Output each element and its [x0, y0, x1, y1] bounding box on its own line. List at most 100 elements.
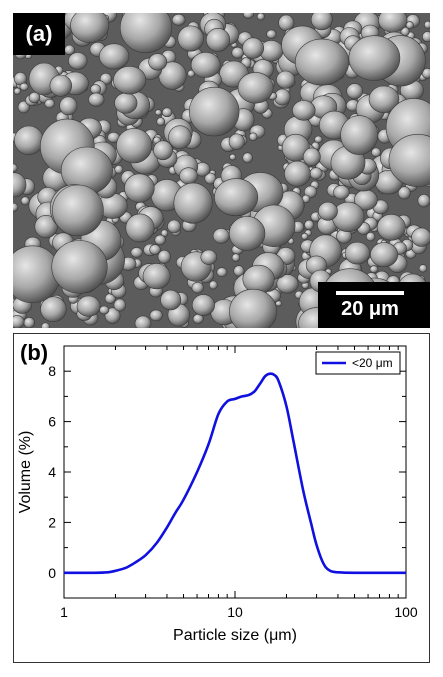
powder-particle — [276, 70, 296, 89]
powder-particle — [168, 125, 192, 149]
powder-particle — [19, 82, 29, 91]
powder-particle — [177, 25, 204, 52]
powder-particle — [179, 167, 198, 185]
powder-particle — [418, 264, 428, 273]
powder-particle — [332, 201, 365, 232]
powder-particle — [13, 202, 19, 212]
powder-particle — [114, 92, 138, 114]
powder-particle — [161, 107, 173, 118]
powder-particle — [173, 182, 213, 224]
powder-particle — [90, 84, 102, 95]
powder-particle — [216, 267, 228, 278]
powder-particle — [23, 317, 35, 328]
powder-particle — [149, 309, 163, 322]
size-distribution-panel: 1 10 100 0 2 4 6 8 Particle size (μm) Volume (%… — [13, 333, 430, 663]
powder-particle — [191, 281, 204, 294]
y-tick-label: 0 — [48, 565, 56, 581]
scale-bar-line — [336, 291, 404, 295]
powder-particle — [13, 163, 18, 173]
powder-particle — [76, 295, 101, 317]
powder-particle — [148, 53, 168, 71]
powder-particle — [17, 100, 30, 114]
sem-micrograph-panel: (a) 20 μm — [13, 13, 430, 328]
powder-particle — [301, 232, 309, 240]
powder-particles — [13, 13, 430, 328]
powder-particle — [200, 249, 218, 265]
powder-particle — [310, 13, 333, 31]
powder-particle — [212, 228, 230, 244]
legend-box — [315, 351, 401, 375]
powder-particle — [134, 315, 152, 328]
powder-particle — [149, 244, 161, 255]
powder-particle — [275, 300, 282, 307]
powder-particle — [231, 253, 241, 262]
powder-particle — [124, 173, 155, 203]
powder-particle — [397, 186, 411, 200]
powder-particle — [304, 219, 315, 230]
x-axis-label: Particle size (μm) — [173, 627, 297, 644]
powder-particle — [13, 315, 25, 328]
powder-particle — [167, 219, 181, 234]
powder-particle — [116, 128, 153, 164]
powder-particle — [376, 214, 406, 241]
powder-particle — [348, 35, 401, 81]
powder-particle — [49, 74, 73, 97]
powder-particle — [59, 96, 78, 116]
powder-particle — [154, 109, 162, 116]
powder-particle — [229, 288, 277, 328]
powder-particle — [51, 240, 108, 294]
powder-particle — [153, 140, 173, 161]
powder-particle — [231, 46, 244, 59]
powder-particle — [370, 242, 399, 268]
powder-particle — [276, 274, 299, 294]
powder-particle — [309, 167, 323, 180]
size-distribution-chart: 1 10 100 0 2 4 6 8 Particle size (μm) Volume (%… — [17, 345, 418, 644]
powder-particle — [68, 52, 88, 70]
y-tick-label: 6 — [48, 414, 56, 430]
powder-particle — [302, 147, 321, 167]
powder-particle — [113, 65, 147, 95]
plot-frame — [63, 345, 407, 599]
powder-particle — [113, 298, 127, 312]
powder-particle — [368, 85, 400, 114]
powder-particle — [28, 91, 41, 104]
y-tick-label: 8 — [48, 363, 56, 379]
powder-particle — [369, 265, 379, 274]
powder-particle — [292, 100, 316, 121]
powder-particle — [119, 13, 173, 54]
powder-particle — [52, 184, 104, 237]
powder-particle — [228, 216, 266, 251]
powder-particle — [340, 115, 379, 155]
powder-particle — [317, 201, 338, 221]
powder-particle — [190, 52, 221, 78]
powder-particle — [88, 92, 105, 107]
y-tick-label: 4 — [48, 464, 56, 480]
powder-particle — [34, 215, 58, 239]
y-axis-label: Volume (%) — [17, 431, 34, 514]
axis-ticks: 1 10 100 0 2 4 6 8 — [48, 345, 418, 620]
powder-particle — [237, 72, 274, 104]
powder-particle — [371, 147, 382, 158]
powder-particle — [98, 43, 130, 70]
powder-particle — [405, 21, 414, 30]
powder-particle — [242, 152, 253, 164]
powder-particle — [417, 194, 430, 208]
powder-particle — [242, 13, 254, 19]
powder-particle — [20, 196, 30, 206]
powder-particle — [154, 234, 166, 246]
powder-particle — [160, 289, 182, 311]
powder-particle — [189, 86, 240, 137]
powder-particle — [346, 83, 364, 100]
powder-particle — [114, 164, 124, 174]
powder-particle — [44, 98, 56, 109]
powder-particle — [13, 87, 22, 95]
powder-particle — [208, 280, 218, 290]
powder-particle — [229, 153, 237, 161]
powder-particle — [156, 117, 165, 126]
powder-particle — [294, 38, 349, 86]
powder-particle — [284, 160, 311, 187]
x-tick-label: 1 — [60, 604, 68, 620]
panel-b-label: (b) — [20, 340, 49, 365]
powder-particle — [242, 264, 275, 294]
powder-particle — [13, 172, 27, 198]
